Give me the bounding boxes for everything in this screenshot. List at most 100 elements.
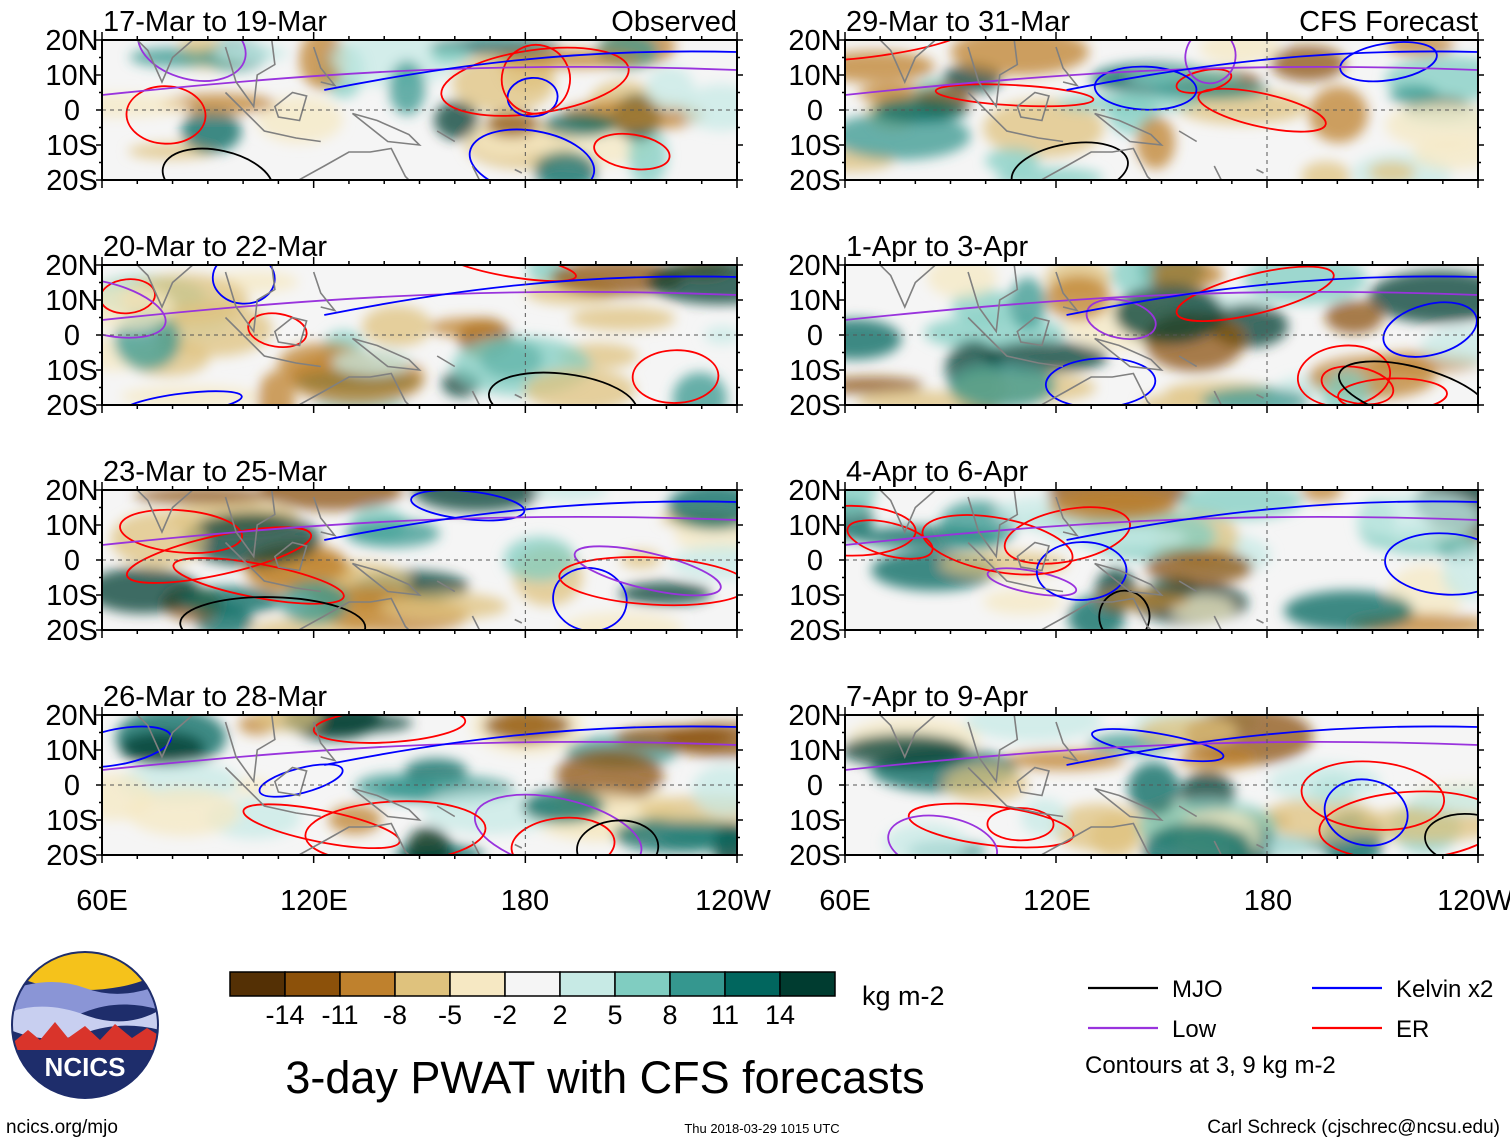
lat-label: 10S xyxy=(46,355,98,387)
pwat-anomaly xyxy=(555,748,664,803)
pwat-anomaly xyxy=(279,580,349,625)
colorbar-tick-label: -8 xyxy=(383,1000,407,1030)
wave-contour xyxy=(126,526,313,584)
lat-label: 20S xyxy=(46,840,98,872)
lat-label: 20N xyxy=(45,700,98,732)
wave-contour xyxy=(552,567,628,630)
wave-contour xyxy=(1296,344,1392,405)
lat-label: 20S xyxy=(46,165,98,197)
wave-contour xyxy=(121,390,243,405)
wave-contour xyxy=(102,290,737,321)
pwat-anomaly xyxy=(1178,748,1257,771)
pwat-anomaly xyxy=(330,40,457,88)
wave-contour xyxy=(1320,365,1395,405)
pwat-anomaly xyxy=(646,66,695,111)
wave-contour xyxy=(247,312,308,349)
colorbar-swatch xyxy=(614,971,671,997)
wave-contour xyxy=(907,802,1075,849)
pwat-anomaly xyxy=(1090,813,1141,855)
pwat-field xyxy=(845,265,1478,405)
pwat-anomaly xyxy=(181,109,242,154)
panel-period: 26-Mar to 28-Mar xyxy=(103,681,327,713)
lat-label: 20N xyxy=(45,25,98,57)
panel-period: 1-Apr to 3-Apr xyxy=(846,231,1028,263)
pwat-anomaly xyxy=(691,765,737,816)
logo-ring xyxy=(11,951,159,1099)
pwat-anomaly xyxy=(429,317,503,338)
lat-label: 0 xyxy=(807,770,823,802)
wave-contour xyxy=(324,500,737,541)
coastlines xyxy=(879,715,1264,855)
colorbar-swatch xyxy=(724,971,781,997)
logo-sun xyxy=(12,952,158,990)
coastlines xyxy=(136,715,523,855)
pwat-anomaly xyxy=(542,112,617,137)
ncics-logo: NCICS xyxy=(11,951,159,1099)
lat-label: 10N xyxy=(45,285,98,317)
wave-contour xyxy=(1300,760,1446,831)
pwat-anomaly xyxy=(1243,265,1367,305)
wave-contour xyxy=(845,515,1478,546)
lat-label: 0 xyxy=(64,320,80,352)
pwat-anomaly xyxy=(1145,549,1254,586)
coastlines xyxy=(879,490,1264,630)
colorbar: -14 -11 -8 -5 -2 2 5 8 11 14 xyxy=(229,971,836,1030)
pwat-anomaly xyxy=(1284,590,1414,630)
colorbar-units: kg m-2 xyxy=(862,981,945,1011)
pwat-anomaly xyxy=(331,348,412,376)
coastlines xyxy=(879,40,1264,180)
wave-contour xyxy=(986,807,1055,842)
pwat-anomaly xyxy=(561,612,683,630)
wave-contour xyxy=(102,277,167,339)
wave-contour xyxy=(1382,301,1478,358)
pwat-anomaly xyxy=(328,804,382,835)
wave-contour xyxy=(125,85,207,145)
pwat-anomaly xyxy=(119,732,205,765)
wave-contour xyxy=(1197,87,1327,133)
colorbar-swatch xyxy=(504,971,561,997)
pwat-anomaly xyxy=(522,789,605,824)
pwat-anomaly xyxy=(947,363,1056,405)
pwat-field xyxy=(102,715,737,855)
wave-contour xyxy=(161,147,275,180)
pwat-anomaly xyxy=(430,45,471,65)
panel-period: 4-Apr to 6-Apr xyxy=(846,456,1028,488)
pwat-anomaly xyxy=(1136,116,1176,170)
colorbar-tick-label: -5 xyxy=(438,1000,462,1030)
pwat-anomaly xyxy=(1147,265,1224,291)
pwat-anomaly xyxy=(1300,490,1342,502)
pwat-anomaly xyxy=(845,490,877,515)
wave-contour xyxy=(934,83,1095,108)
pwat-anomaly xyxy=(995,167,1104,180)
wave-contour xyxy=(1184,40,1237,85)
pwat-anomaly xyxy=(672,372,728,405)
wave-contour xyxy=(312,715,467,744)
coastlines xyxy=(136,490,523,630)
wave-contour xyxy=(1066,50,1478,91)
lat-label: 0 xyxy=(64,545,80,577)
lon-label: 60E xyxy=(819,885,871,917)
panel-period: 17-Mar to 19-Mar xyxy=(103,6,327,38)
pwat-anomaly xyxy=(620,550,662,569)
colorbar-tick-label: 5 xyxy=(607,1000,622,1030)
pwat-anomaly xyxy=(1389,84,1439,106)
wave-contour xyxy=(1066,500,1478,541)
pwat-anomaly xyxy=(1110,265,1153,294)
pwat-anomaly xyxy=(570,306,676,331)
pwat-anomaly xyxy=(534,490,608,501)
pwat-anomaly xyxy=(412,490,542,512)
legend-label: MJO xyxy=(1172,976,1223,1003)
pwat-anomaly xyxy=(253,715,323,732)
colorbar-swatch xyxy=(669,971,726,997)
lon-label: 180 xyxy=(1244,885,1292,917)
pwat-anomaly xyxy=(1020,798,1069,837)
colorbar-swatch xyxy=(394,971,451,997)
wave-contour xyxy=(102,278,156,315)
coastlines xyxy=(136,265,523,405)
legend-label: Kelvin x2 xyxy=(1396,976,1493,1003)
footer-url: ncics.org/mjo xyxy=(6,1117,118,1138)
pwat-anomaly xyxy=(845,50,935,83)
pwat-anomaly xyxy=(845,733,970,768)
pwat-field xyxy=(845,490,1478,630)
